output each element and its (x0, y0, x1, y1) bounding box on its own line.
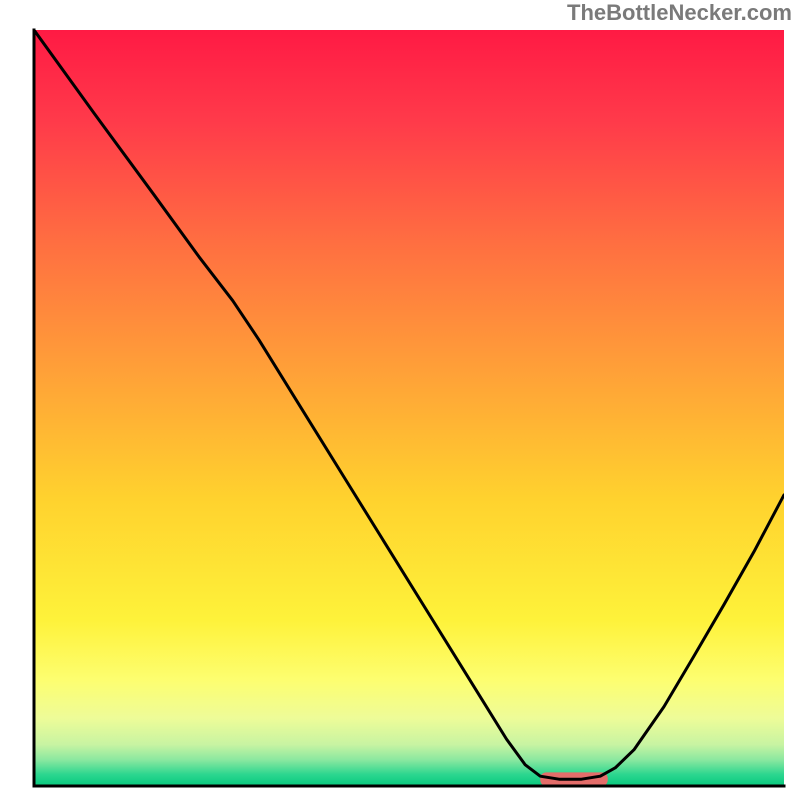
bottleneck-svg (0, 0, 800, 800)
bottleneck-chart-canvas: TheBottleNecker.com (0, 0, 800, 800)
watermark-text: TheBottleNecker.com (567, 0, 792, 26)
gradient-background (34, 30, 784, 786)
